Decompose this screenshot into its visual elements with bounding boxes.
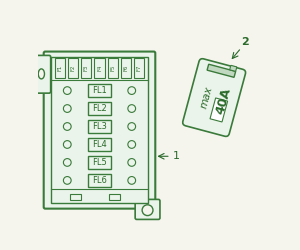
Text: F5: F5 bbox=[110, 65, 115, 71]
Ellipse shape bbox=[38, 69, 44, 79]
Bar bbox=[94, 58, 104, 78]
Bar bbox=[88, 102, 111, 115]
Bar bbox=[88, 174, 111, 187]
Bar bbox=[108, 58, 118, 78]
Bar bbox=[68, 58, 78, 78]
Circle shape bbox=[142, 205, 153, 216]
FancyBboxPatch shape bbox=[34, 56, 51, 93]
Text: FL2: FL2 bbox=[92, 104, 107, 113]
Circle shape bbox=[63, 123, 71, 130]
Circle shape bbox=[63, 105, 71, 112]
Bar bbox=[88, 84, 111, 97]
Text: F6: F6 bbox=[124, 65, 129, 71]
Text: FL6: FL6 bbox=[92, 176, 107, 185]
Bar bbox=[70, 194, 80, 200]
Circle shape bbox=[63, 176, 71, 184]
Text: F2: F2 bbox=[70, 65, 75, 71]
Text: F4: F4 bbox=[97, 65, 102, 71]
Text: 40A: 40A bbox=[214, 86, 233, 116]
Text: F3: F3 bbox=[84, 65, 89, 71]
Text: 1: 1 bbox=[173, 151, 180, 161]
Circle shape bbox=[63, 140, 71, 148]
Bar bbox=[88, 120, 111, 133]
Bar bbox=[51, 57, 148, 203]
Bar bbox=[134, 58, 144, 78]
Text: F7: F7 bbox=[137, 65, 142, 71]
Text: 2: 2 bbox=[241, 36, 249, 46]
Circle shape bbox=[128, 176, 136, 184]
Text: max: max bbox=[199, 86, 214, 110]
Bar bbox=[207, 64, 236, 77]
Text: FL1: FL1 bbox=[92, 86, 107, 95]
Text: FL5: FL5 bbox=[92, 158, 107, 167]
FancyBboxPatch shape bbox=[44, 52, 155, 209]
Text: F1: F1 bbox=[57, 65, 62, 71]
Circle shape bbox=[128, 158, 136, 166]
Bar bbox=[210, 98, 228, 122]
Bar bbox=[55, 58, 65, 78]
FancyBboxPatch shape bbox=[135, 200, 160, 220]
Text: FL4: FL4 bbox=[92, 140, 107, 149]
Circle shape bbox=[128, 87, 136, 94]
Bar bbox=[230, 65, 237, 71]
Circle shape bbox=[63, 158, 71, 166]
FancyBboxPatch shape bbox=[183, 59, 246, 136]
Circle shape bbox=[128, 105, 136, 112]
Bar bbox=[81, 58, 91, 78]
Circle shape bbox=[128, 123, 136, 130]
Bar bbox=[88, 156, 111, 169]
Bar bbox=[88, 138, 111, 151]
Bar bbox=[109, 194, 120, 200]
Text: FL3: FL3 bbox=[92, 122, 107, 131]
Bar bbox=[121, 58, 131, 78]
Circle shape bbox=[63, 87, 71, 94]
Circle shape bbox=[128, 140, 136, 148]
